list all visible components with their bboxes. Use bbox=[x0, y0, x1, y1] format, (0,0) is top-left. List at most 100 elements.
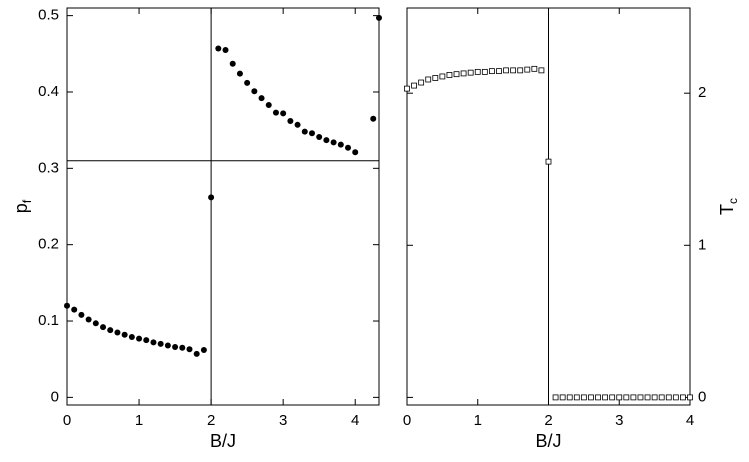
point bbox=[258, 95, 265, 102]
y-axis-label-main: T bbox=[717, 204, 737, 215]
point bbox=[432, 75, 439, 81]
point bbox=[651, 394, 658, 401]
point bbox=[488, 68, 495, 75]
point bbox=[460, 70, 467, 77]
point bbox=[580, 394, 587, 401]
point bbox=[404, 85, 410, 92]
point bbox=[236, 70, 243, 77]
point bbox=[294, 121, 301, 128]
point bbox=[474, 68, 481, 75]
point bbox=[680, 394, 686, 401]
x-tick-label: 3 bbox=[279, 412, 287, 429]
point bbox=[71, 306, 78, 313]
point bbox=[316, 134, 323, 141]
point bbox=[644, 394, 651, 401]
x-tick-label: 0 bbox=[63, 412, 71, 429]
point bbox=[552, 394, 559, 401]
point bbox=[566, 394, 573, 401]
point bbox=[573, 394, 580, 401]
point bbox=[425, 76, 432, 83]
x-axis-label: B/J bbox=[210, 431, 236, 451]
point bbox=[85, 316, 92, 323]
point bbox=[330, 139, 337, 146]
point bbox=[687, 394, 693, 401]
point bbox=[272, 109, 279, 116]
y-tick-label: 0.4 bbox=[38, 83, 59, 100]
y-tick-label: 2 bbox=[698, 84, 706, 101]
point bbox=[143, 337, 150, 344]
point bbox=[100, 324, 107, 331]
point bbox=[179, 344, 186, 351]
point bbox=[616, 394, 623, 401]
point bbox=[64, 302, 70, 309]
point bbox=[193, 350, 200, 357]
point bbox=[370, 115, 377, 122]
point bbox=[251, 88, 258, 95]
point bbox=[78, 311, 85, 318]
point bbox=[510, 67, 517, 74]
point bbox=[545, 158, 552, 165]
y-axis-label-sub: f bbox=[20, 199, 34, 203]
y-tick-label: 0 bbox=[51, 388, 59, 405]
point bbox=[200, 347, 207, 354]
point bbox=[481, 68, 488, 75]
point bbox=[172, 343, 179, 350]
y-axis-label: pf bbox=[11, 199, 34, 213]
point bbox=[602, 394, 608, 401]
point bbox=[323, 137, 330, 144]
point bbox=[215, 45, 222, 52]
point bbox=[609, 394, 616, 401]
x-tick-label: 0 bbox=[403, 412, 411, 429]
point bbox=[439, 73, 446, 80]
y-tick-label: 0 bbox=[698, 388, 706, 405]
point bbox=[446, 72, 453, 78]
point bbox=[136, 335, 143, 342]
point bbox=[121, 331, 128, 338]
x-tick-label: 1 bbox=[135, 412, 143, 429]
point bbox=[503, 67, 509, 74]
y-tick-label: 0.3 bbox=[38, 159, 59, 176]
point bbox=[164, 342, 171, 349]
point bbox=[244, 79, 251, 86]
x-tick-label: 2 bbox=[544, 412, 552, 429]
y-tick-label: 1 bbox=[698, 236, 706, 253]
x-tick-label: 4 bbox=[686, 412, 694, 429]
point bbox=[588, 394, 594, 401]
point bbox=[538, 67, 545, 74]
y-axis-label-sub: c bbox=[726, 198, 740, 204]
point bbox=[418, 79, 425, 86]
y-tick-label: 0.5 bbox=[38, 7, 59, 24]
point bbox=[672, 394, 679, 401]
point bbox=[208, 194, 215, 201]
point bbox=[301, 128, 308, 135]
point bbox=[352, 149, 359, 156]
point bbox=[308, 130, 315, 137]
point bbox=[157, 340, 164, 347]
point bbox=[630, 394, 637, 401]
point bbox=[337, 141, 344, 148]
point bbox=[531, 65, 538, 72]
point bbox=[229, 60, 236, 67]
point bbox=[517, 67, 524, 74]
point bbox=[595, 394, 601, 401]
point bbox=[658, 394, 665, 401]
x-axis-label: B/J bbox=[535, 431, 561, 451]
point bbox=[150, 339, 157, 346]
x-tick-label: 2 bbox=[207, 412, 215, 429]
x-tick-label: 4 bbox=[351, 412, 359, 429]
point bbox=[467, 69, 474, 76]
y-axis-label: Tc bbox=[717, 198, 740, 215]
point bbox=[345, 144, 352, 151]
point bbox=[107, 327, 114, 334]
point bbox=[411, 82, 417, 89]
x-tick-label: 3 bbox=[615, 412, 623, 429]
point bbox=[496, 68, 502, 75]
point bbox=[453, 71, 460, 78]
y-axis-label-main: p bbox=[11, 203, 31, 213]
point bbox=[524, 66, 531, 73]
point bbox=[92, 320, 99, 327]
x-tick-label: 1 bbox=[474, 412, 482, 429]
point bbox=[287, 117, 294, 124]
